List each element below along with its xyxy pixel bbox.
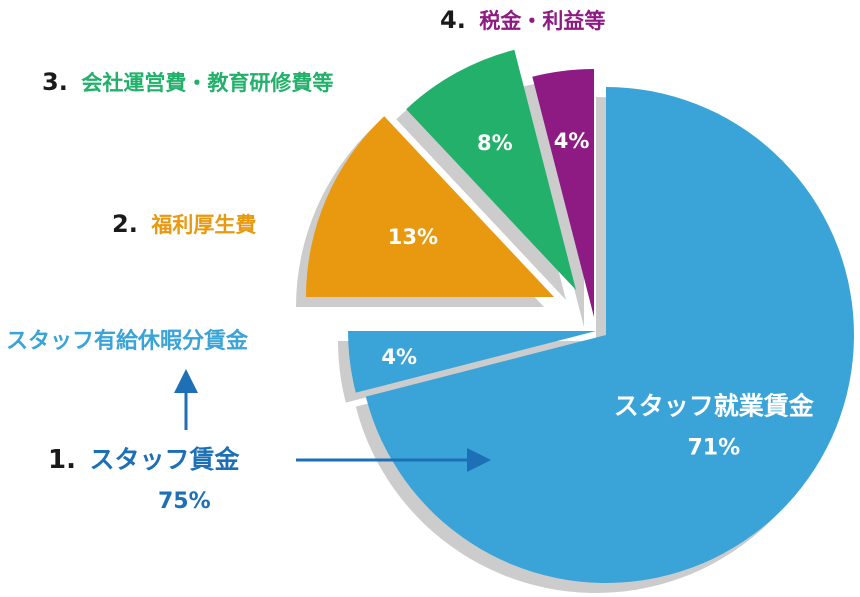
slice-operations [406, 49, 576, 290]
group-1-total: 75% [158, 489, 211, 514]
group-2-text: 福利厚生費 [150, 213, 256, 237]
slice-value-staff-leave: 4% [381, 345, 417, 369]
group-4-text: 税金・利益等 [479, 9, 605, 33]
slice-welfare [306, 116, 554, 297]
group-1-label: 1. スタッフ賃金 [48, 445, 241, 475]
staff-leave-label: スタッフ有給休暇分賃金 [6, 328, 249, 354]
group-1-text: スタッフ賃金 [90, 445, 241, 474]
group-2-label: 2. 福利厚生費 [112, 210, 256, 238]
slice-value-operations: 8% [477, 131, 513, 155]
group-3-number: 3. [42, 68, 68, 96]
group-3-text: 会社運営費・教育研修費等 [81, 71, 333, 95]
slice-tax [532, 69, 594, 317]
group-4-label: 4. 税金・利益等 [440, 6, 605, 34]
slice-staff-leave [348, 331, 596, 393]
group-2-number: 2. [112, 210, 138, 238]
slice-labels: スタッフ就業賃金 71% 4% 13% 8% 4% [381, 129, 814, 461]
slice-label-staff-work: スタッフ就業賃金 [614, 392, 815, 421]
group-1-number: 1. [48, 445, 76, 475]
group-4-number: 4. [440, 6, 466, 34]
slice-value-staff-work: 71% [687, 436, 740, 461]
slice-value-welfare: 13% [388, 225, 438, 249]
group-3-label: 3. 会社運営費・教育研修費等 [42, 68, 333, 96]
slice-value-tax: 4% [554, 129, 590, 153]
